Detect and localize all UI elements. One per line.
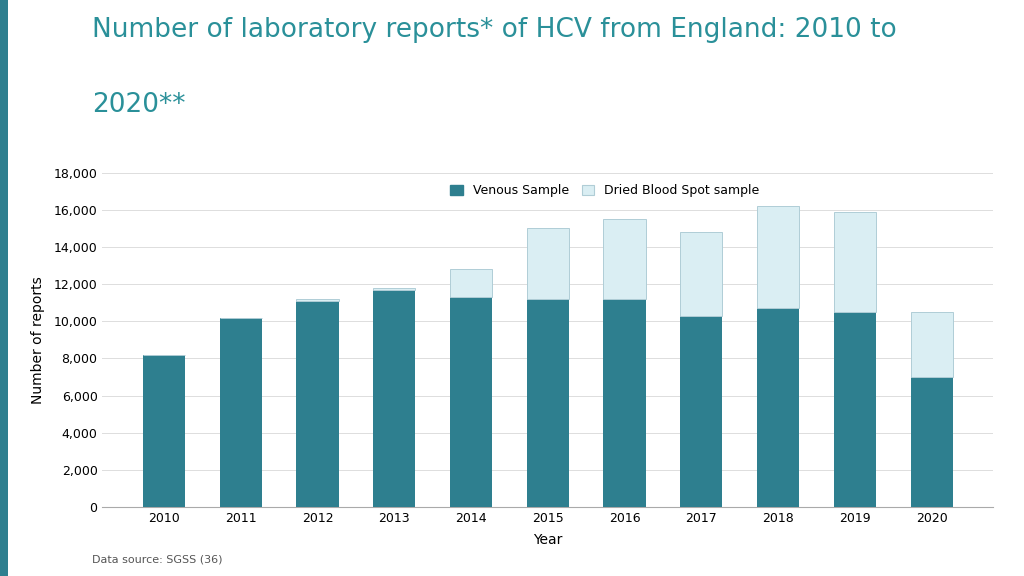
Bar <box>603 299 646 507</box>
Bar <box>834 312 876 507</box>
Bar <box>680 316 723 507</box>
Text: Number of laboratory reports* of HCV from England: 2010 to: Number of laboratory reports* of HCV fro… <box>92 17 897 43</box>
Bar <box>910 377 952 507</box>
Bar <box>143 355 185 507</box>
Bar <box>450 270 493 297</box>
Bar <box>526 299 569 507</box>
X-axis label: Year: Year <box>534 533 562 547</box>
Bar <box>296 301 339 507</box>
Bar <box>526 229 569 299</box>
Bar <box>296 299 339 301</box>
Bar <box>220 317 262 507</box>
Y-axis label: Number of reports: Number of reports <box>32 276 45 404</box>
Text: 2020**: 2020** <box>92 92 185 118</box>
Bar <box>373 288 416 290</box>
Text: Data source: SGSS (36): Data source: SGSS (36) <box>92 555 222 564</box>
Bar <box>757 308 800 507</box>
Bar <box>450 297 493 507</box>
Bar <box>373 290 416 507</box>
Bar <box>910 312 952 377</box>
Bar <box>757 206 800 308</box>
Bar <box>834 212 876 312</box>
Legend: Venous Sample, Dried Blood Spot sample: Venous Sample, Dried Blood Spot sample <box>445 179 764 202</box>
Bar <box>603 219 646 299</box>
Bar <box>680 232 723 316</box>
